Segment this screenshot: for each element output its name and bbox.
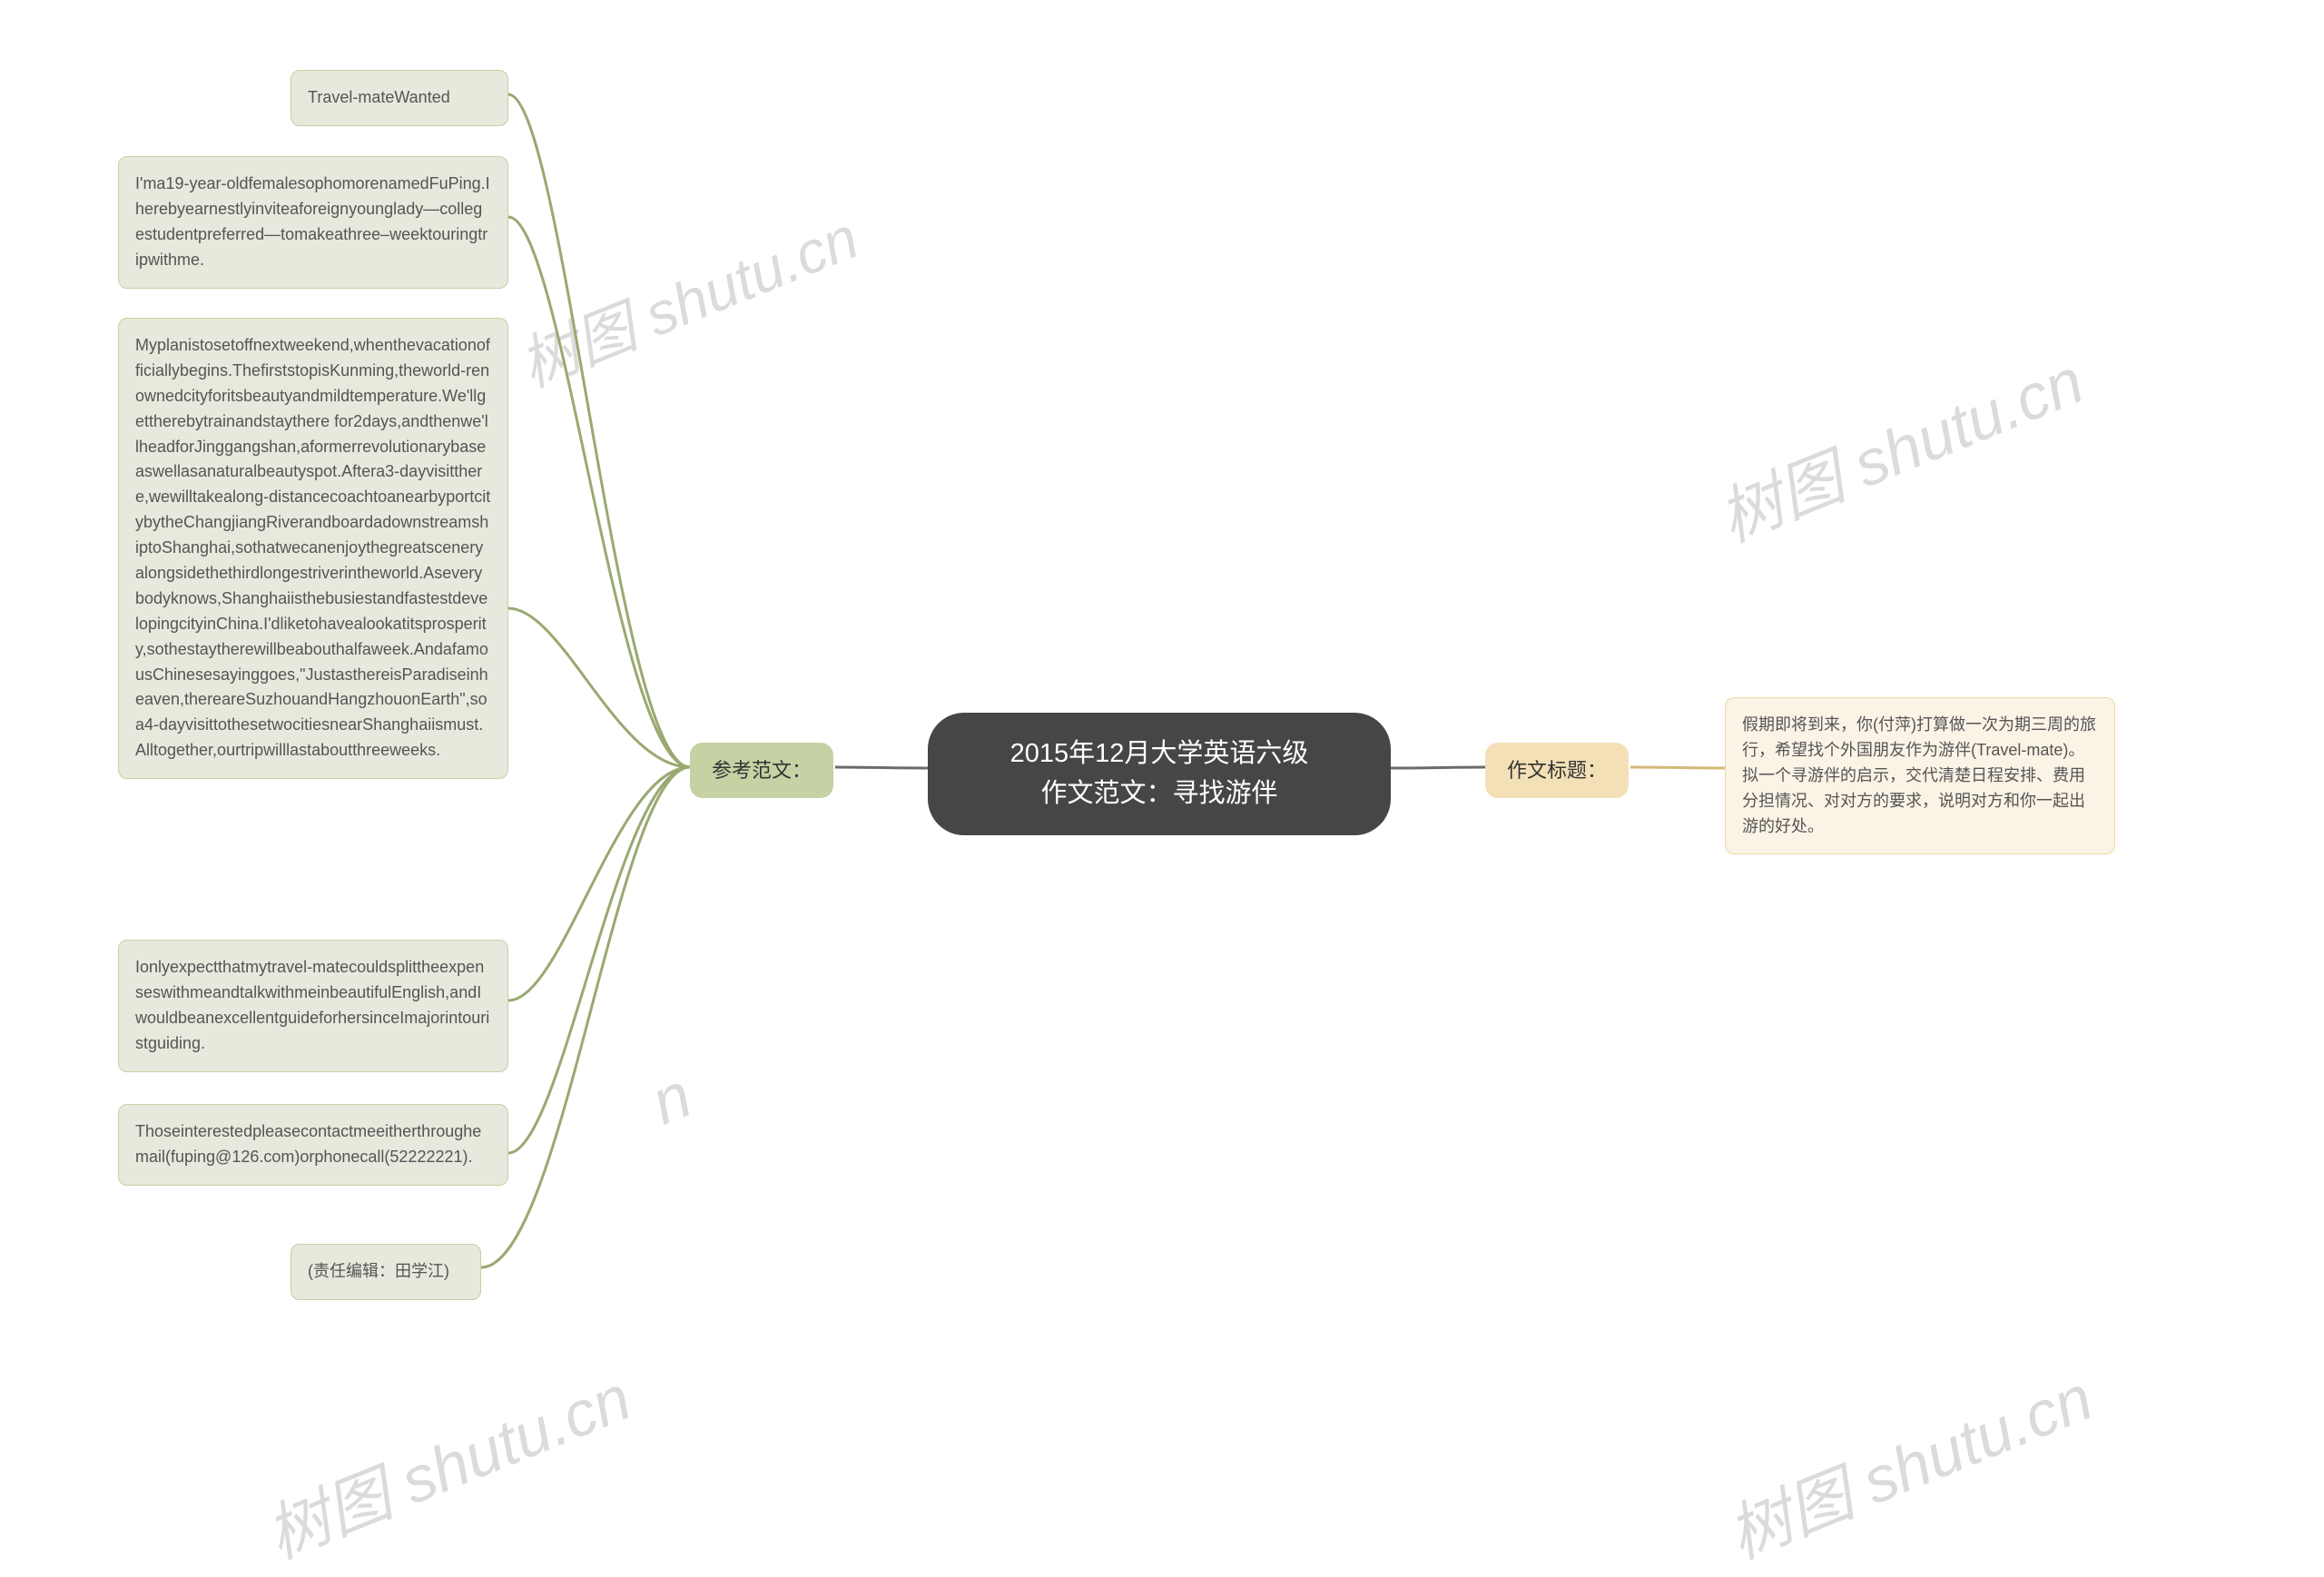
- branch-right[interactable]: 作文标题：: [1485, 743, 1629, 798]
- watermark-4: 树图 shutu.cn: [1713, 1347, 2104, 1577]
- leaf-left-3[interactable]: Ionlyexpectthatmytravel-matecouldsplitth…: [118, 940, 508, 1072]
- watermark-3: 树图 shutu.cn: [251, 1347, 643, 1577]
- leaf-left-5[interactable]: (责任编辑：田学江): [290, 1244, 481, 1300]
- branch-left[interactable]: 参考范文：: [690, 743, 833, 798]
- center-title-line1: 2015年12月大学英语六级: [1010, 739, 1309, 768]
- leaf-left-2[interactable]: Myplanistosetoffnextweekend,whenthevacat…: [118, 318, 508, 779]
- watermark-5: n: [641, 1059, 701, 1139]
- leaf-left-4[interactable]: Thoseinterestedpleasecontactmeeitherthro…: [118, 1104, 508, 1186]
- leaf-left-0[interactable]: Travel-mateWanted: [290, 70, 508, 126]
- leaf-left-1[interactable]: I'ma19-year-oldfemalesophomorenamedFuPin…: [118, 156, 508, 289]
- watermark-2: 树图 shutu.cn: [1704, 330, 2095, 560]
- center-title-line2: 作文范文：寻找游伴: [1040, 779, 1277, 808]
- center-node[interactable]: 2015年12月大学英语六级 作文范文：寻找游伴: [928, 713, 1391, 835]
- leaf-right-0[interactable]: 假期即将到来，你(付萍)打算做一次为期三周的旅行，希望找个外国朋友作为游伴(Tr…: [1725, 697, 2115, 854]
- watermark-1: 树图 shutu.cn: [506, 191, 869, 404]
